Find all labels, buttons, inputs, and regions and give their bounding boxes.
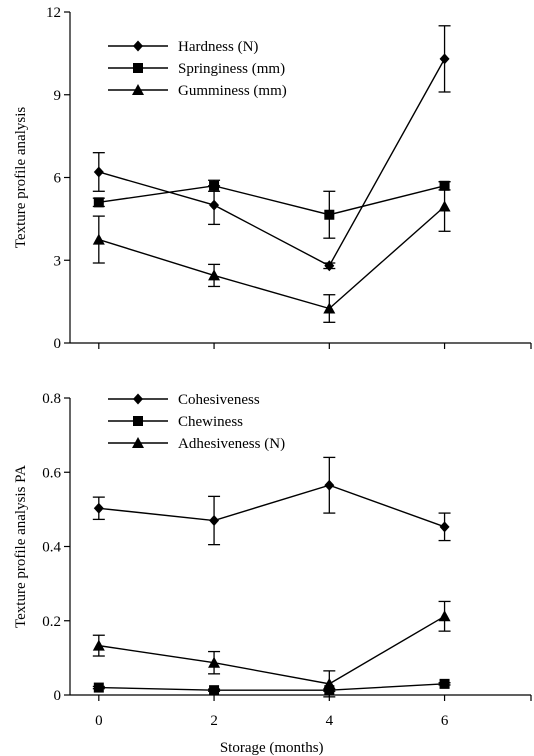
series-line	[98, 205, 446, 310]
legend-marker	[133, 63, 143, 73]
data-point	[439, 678, 450, 689]
y-tick-label: 0.6	[42, 465, 61, 481]
data-point	[324, 209, 335, 220]
legend-marker	[132, 437, 144, 448]
bottom-panel: 0 0.2 0.4 0.6 0.8 0 2 4 6 Texture profile analysi…	[13, 391, 532, 756]
y-tick-label: 0.8	[42, 391, 61, 407]
y-tick-label: 6	[54, 171, 62, 187]
data-point	[439, 53, 450, 65]
data-point	[93, 197, 104, 208]
data-point	[208, 656, 221, 668]
x-axis-title: Storage (months)	[220, 740, 324, 756]
legend-marker	[133, 393, 143, 405]
legend-label: Cohesiveness	[178, 392, 260, 408]
legend-label: Chewiness	[178, 414, 243, 430]
y-axis-title: Texture profile analysis	[13, 107, 29, 249]
data-point	[324, 479, 335, 491]
data-point	[92, 233, 105, 245]
data-point	[93, 502, 104, 514]
data-point	[324, 260, 335, 272]
data-point	[438, 610, 451, 622]
x-tick-label: 6	[441, 713, 449, 729]
series-line	[98, 58, 446, 267]
data-point	[209, 515, 220, 527]
series-line	[98, 484, 445, 528]
top-panel: 0 3 6 9 12 Texture profile analysis Hardness (…	[13, 5, 532, 352]
data-point	[209, 685, 220, 696]
legend-label: Gumminess (mm)	[178, 83, 287, 99]
legend-label: Hardness (N)	[178, 39, 258, 55]
y-tick-label: 0.4	[42, 540, 61, 556]
data-point	[323, 302, 336, 314]
data-point	[438, 200, 451, 212]
y-axis-title: Texture profile analysis PA	[13, 465, 29, 628]
y-tick-label: 0.2	[42, 614, 61, 630]
legend-marker	[133, 416, 143, 426]
x-tick-label: 2	[210, 713, 218, 729]
series-line	[98, 185, 445, 216]
y-tick-label: 12	[46, 5, 61, 21]
x-tick-label: 4	[326, 713, 334, 729]
legend-marker	[133, 40, 143, 52]
data-point	[209, 199, 220, 211]
x-tick-label: 0	[95, 713, 103, 729]
data-point	[439, 521, 450, 533]
legend-label: Adhesiveness (N)	[178, 436, 285, 452]
y-tick-label: 0	[54, 336, 62, 352]
series-line	[98, 683, 445, 691]
data-point	[93, 682, 104, 693]
series-line	[98, 615, 445, 685]
data-point	[92, 639, 105, 651]
y-tick-label: 9	[54, 88, 62, 104]
data-point	[93, 166, 104, 178]
data-point	[209, 180, 220, 191]
data-point	[208, 269, 221, 281]
y-tick-label: 0	[54, 688, 62, 704]
legend-marker	[132, 84, 144, 95]
y-tick-label: 3	[54, 253, 62, 269]
data-point	[323, 677, 336, 689]
legend-label: Springiness (mm)	[178, 61, 285, 77]
